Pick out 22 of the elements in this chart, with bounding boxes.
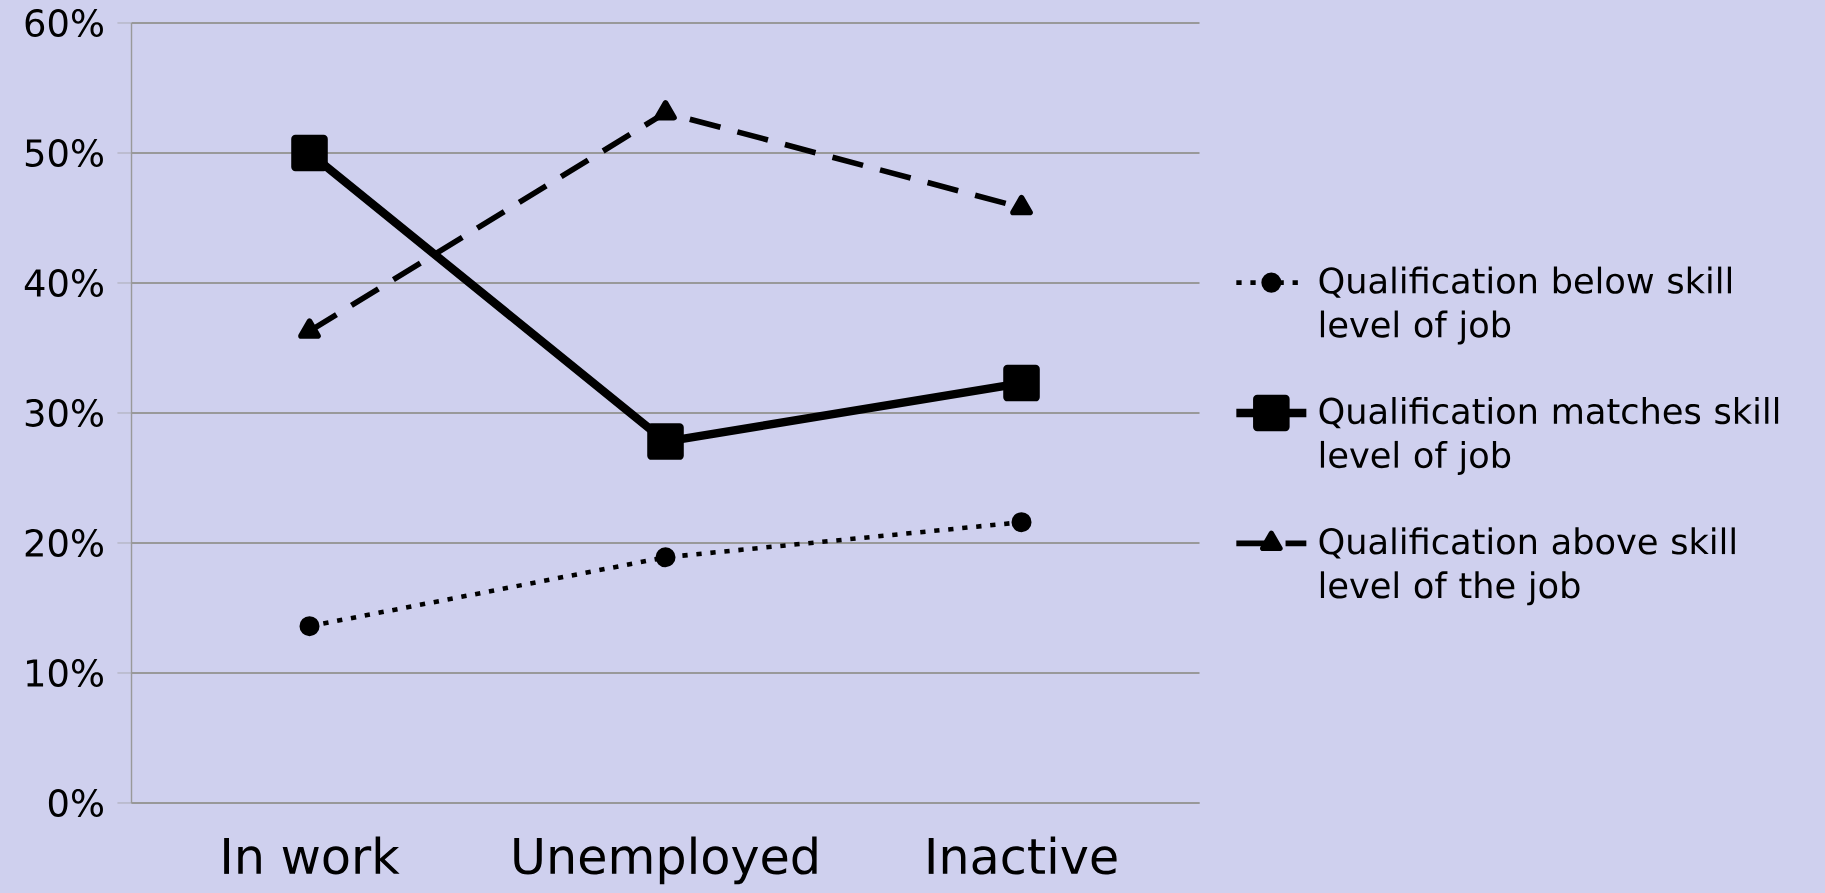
x-tick-label: In work [224, 836, 400, 875]
point [647, 423, 684, 460]
y-tick-label: 40% [24, 269, 103, 297]
y-tick-label: 20% [25, 529, 103, 557]
y-tick-label: 10% [27, 659, 103, 687]
legend-label: Qualification matches skill level of job [1319, 396, 1779, 475]
x-tick-label: Inactive [928, 836, 1117, 875]
y-tick-label: 0% [48, 789, 103, 817]
point [1010, 194, 1033, 216]
point [1011, 512, 1032, 533]
x-tick-label: Unemployed [514, 836, 817, 885]
point [291, 134, 328, 172]
legend-label: Qualification below skill level of job [1319, 266, 1731, 345]
point [654, 100, 677, 121]
point [299, 616, 320, 637]
legend-label: Qualification above skill level of the job [1319, 527, 1735, 606]
point [298, 318, 321, 339]
y-tick-label: 60% [25, 9, 103, 37]
point [1003, 364, 1040, 402]
y-tick-label: 50% [25, 139, 103, 167]
point [655, 547, 676, 568]
y-tick-label: 30% [25, 399, 103, 427]
